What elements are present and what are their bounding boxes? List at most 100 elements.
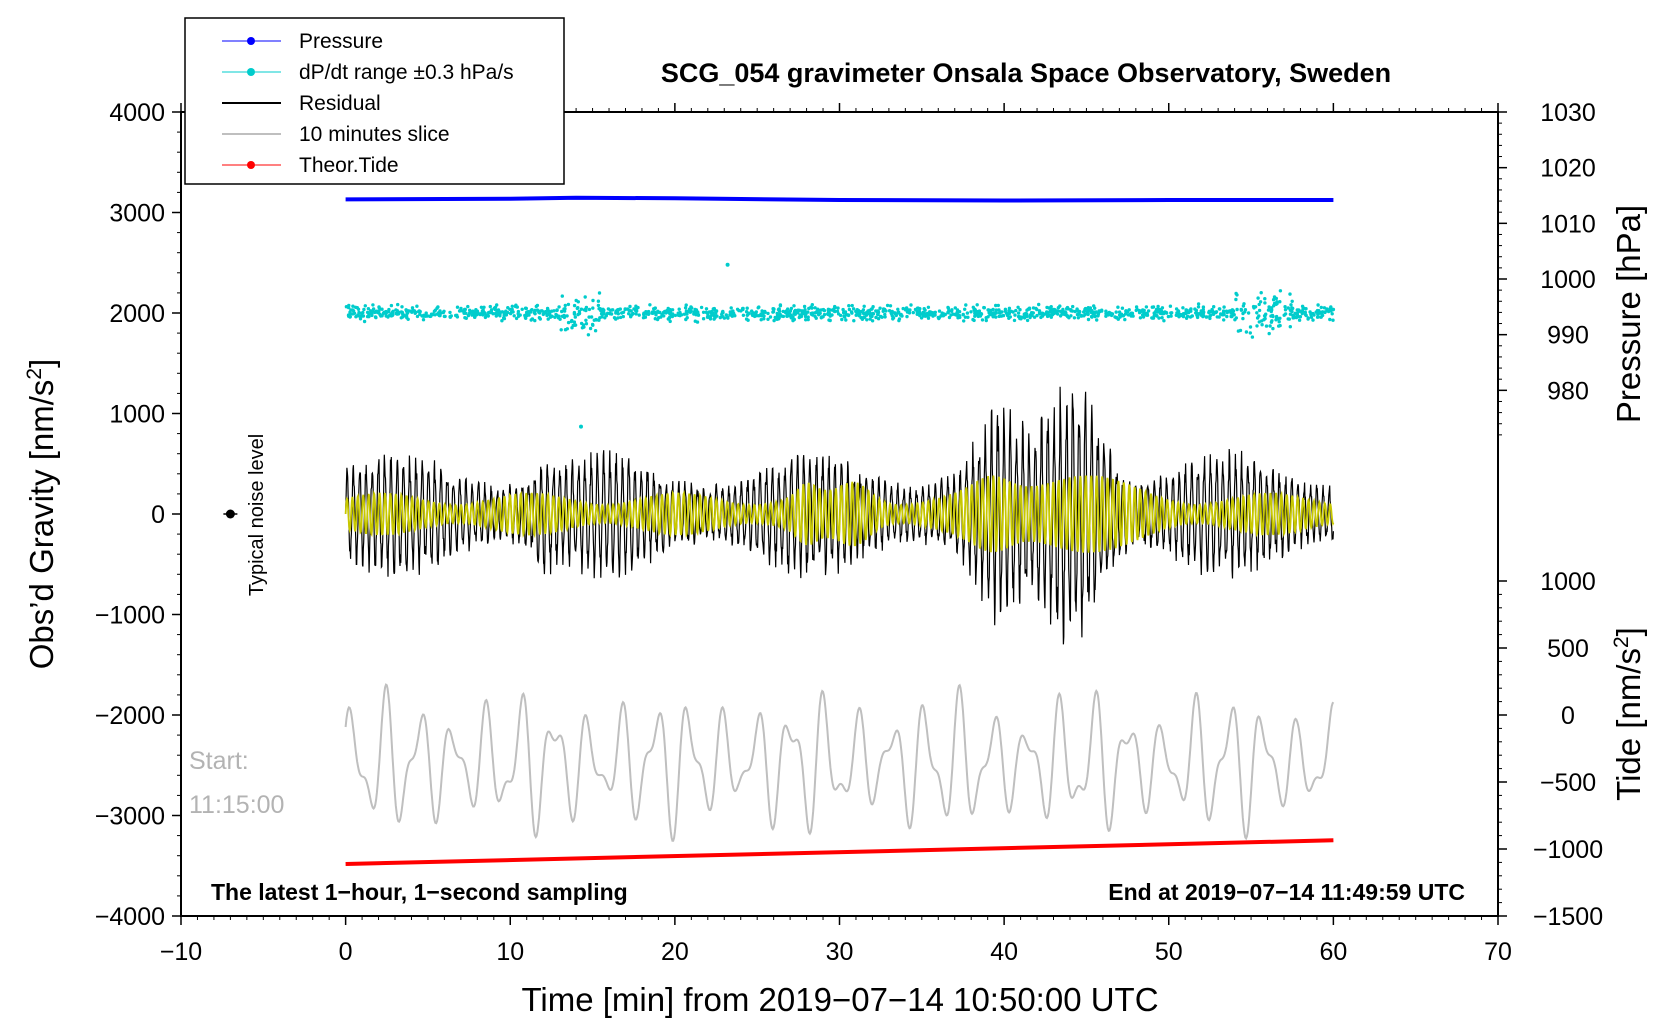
dpdt-point: [533, 318, 537, 323]
dpdt-point: [814, 316, 818, 320]
dpdt-point: [928, 310, 932, 314]
dpdt-point: [1052, 307, 1056, 312]
dpdt-point: [664, 311, 668, 315]
dpdt-point: [880, 315, 884, 319]
dpdt-point: [493, 307, 497, 312]
dpdt-point: [680, 313, 684, 317]
dpdt-point: [400, 310, 404, 315]
dpdt-point: [1242, 302, 1246, 306]
dpdt-point: [598, 307, 602, 311]
dpdt-point: [806, 315, 810, 319]
dpdt-point: [648, 303, 652, 307]
dpdt-point: [562, 307, 566, 311]
dpdt-point: [1016, 305, 1020, 309]
dpdt-point: [1032, 315, 1037, 319]
dpdt-point: [513, 304, 518, 309]
dpdt-point: [878, 306, 882, 310]
dpdt-point: [584, 318, 588, 322]
dpdt-point: [887, 309, 892, 313]
dpdt-point: [1018, 308, 1022, 312]
dpdt-point: [1181, 306, 1185, 310]
dpdt-point: [971, 317, 975, 322]
dpdt-point: [866, 309, 870, 313]
dpdt-point: [994, 303, 998, 308]
dpdt-point: [1212, 305, 1216, 309]
dpdt-point: [803, 312, 807, 316]
dpdt-point: [526, 313, 530, 317]
dpdt-point: [1076, 316, 1081, 320]
pressure-tick-label: 990: [1547, 322, 1589, 350]
x-tick-label: 0: [339, 938, 353, 966]
dpdt-point: [721, 310, 725, 315]
dpdt-point: [1154, 307, 1159, 312]
dpdt-point: [766, 311, 770, 316]
dpdt-point: [1319, 305, 1324, 310]
dpdt-point: [1169, 314, 1173, 318]
dpdt-point: [897, 318, 901, 323]
dpdt-point: [468, 310, 473, 315]
dpdt-point: [619, 315, 623, 320]
dpdt-point: [1241, 316, 1245, 321]
dpdt-point: [888, 304, 893, 308]
dpdt-point: [438, 309, 442, 313]
dpdt-point: [1246, 311, 1251, 315]
dpdt-point: [847, 304, 851, 308]
dpdt-point: [1233, 318, 1237, 322]
dpdt-point: [1257, 314, 1261, 318]
dpdt-point: [896, 311, 900, 315]
dpdt-point: [759, 312, 764, 317]
dpdt-point: [1130, 311, 1135, 315]
dpdt-point: [728, 313, 732, 317]
dpdt-point: [572, 303, 577, 308]
dpdt-point: [1330, 308, 1335, 312]
dpdt-point: [396, 312, 400, 316]
dpdt-point: [685, 312, 689, 316]
dpdt-point: [1270, 308, 1274, 312]
dpdt-point: [1301, 306, 1305, 310]
dpdt-point: [1077, 312, 1081, 316]
legend-marker-tide: [247, 161, 255, 169]
dpdt-point: [862, 312, 866, 316]
dpdt-point: [646, 309, 651, 314]
dpdt-point: [731, 309, 735, 313]
dpdt-point: [842, 311, 846, 315]
left-y-axis: −4000 −3000 −2000 −1000 0 1000 2000 3000 4000: [95, 99, 181, 931]
dpdt-point: [982, 306, 986, 310]
tide-axis: −1500 −1000 −500 0 500 1000: [1498, 568, 1603, 931]
dpdt-point: [1250, 335, 1255, 339]
tide-axis-title: Tide [nm/s2]: [1610, 627, 1647, 801]
dpdt-point: [1025, 314, 1029, 319]
dpdt-point: [1093, 314, 1097, 318]
dpdt-point: [885, 303, 890, 308]
dpdt-point: [1025, 318, 1030, 323]
legend-entry-dpdt: dP/dt range ±0.3 hPa/s: [222, 61, 514, 84]
dpdt-point: [1176, 309, 1181, 314]
dpdt-point: [483, 315, 488, 320]
dpdt-point: [516, 314, 521, 318]
dpdt-point: [936, 315, 940, 320]
dpdt-point: [1262, 314, 1267, 318]
dpdt-point: [391, 309, 395, 313]
dpdt-point: [999, 310, 1003, 314]
dpdt-point: [1248, 331, 1253, 335]
dpdt-point: [874, 309, 878, 313]
dpdt-point: [410, 306, 415, 310]
dpdt-point: [623, 307, 627, 311]
dpdt-point: [658, 310, 662, 315]
dpdt-point: [797, 315, 801, 320]
dpdt-point: [1013, 313, 1017, 317]
dpdt-point: [827, 311, 831, 315]
dpdt-point: [1093, 310, 1097, 315]
dpdt-point: [713, 308, 717, 312]
dpdt-point: [436, 305, 440, 309]
pressure-axis: 980 990 1000 1010 1020 1030: [1497, 99, 1596, 446]
dpdt-point: [933, 313, 937, 317]
dpdt-point: [466, 304, 470, 309]
dpdt-point: [573, 315, 577, 319]
dpdt-point: [996, 303, 1000, 308]
dpdt-point: [1070, 309, 1075, 313]
dpdt-point: [1025, 308, 1029, 312]
dpdt-point: [1331, 318, 1335, 322]
dpdt-point: [1271, 326, 1275, 331]
dpdt-point: [684, 317, 688, 322]
